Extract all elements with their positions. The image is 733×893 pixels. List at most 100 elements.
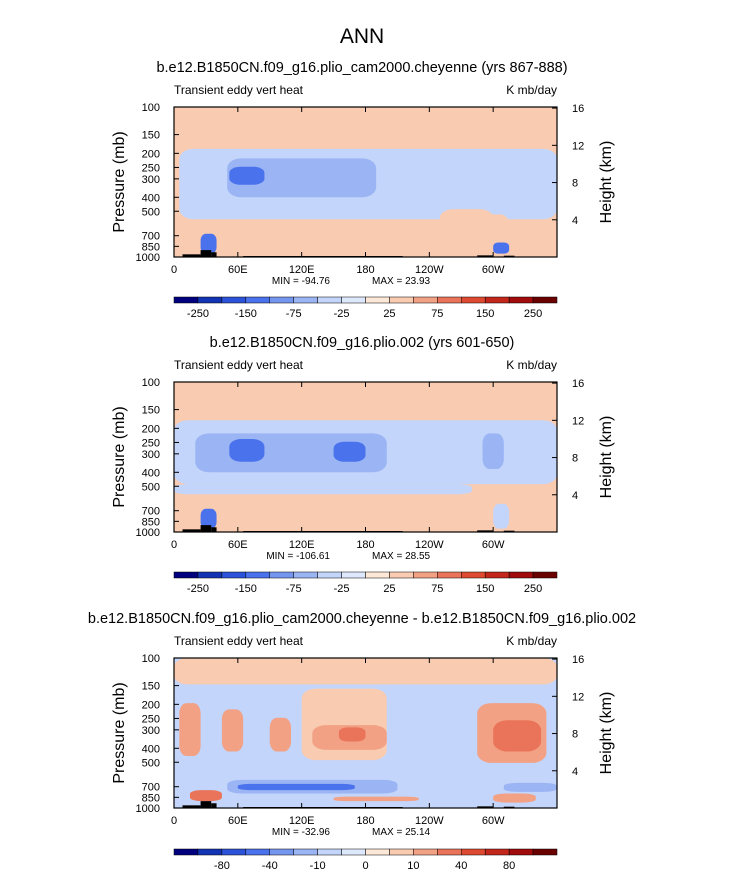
land-mask xyxy=(182,529,201,532)
colorbar-swatch xyxy=(508,296,534,304)
colorbar-swatch xyxy=(173,571,199,579)
colorbar-swatch xyxy=(484,571,510,579)
x-tick-label: 120W xyxy=(415,264,444,276)
contour-region xyxy=(493,720,542,752)
y-tick-label: 200 xyxy=(142,699,160,711)
x-tick-label: 60E xyxy=(228,815,248,827)
y-tick-label: 1000 xyxy=(136,527,160,539)
colorbar-swatch xyxy=(245,296,270,304)
x-tick-label: 120E xyxy=(289,815,315,827)
y-tick-label: 300 xyxy=(142,725,160,737)
x-tick-label: 0 xyxy=(171,264,177,276)
contour-region xyxy=(221,709,244,752)
colorbar-label: -250 xyxy=(187,308,209,320)
y2-axis-title: Height (km) xyxy=(598,692,615,775)
land-mask xyxy=(182,254,201,257)
colorbar-label: 25 xyxy=(383,583,395,595)
colorbar-label: -80 xyxy=(214,860,230,872)
x-tick-label: 0 xyxy=(171,815,177,827)
colorbar-swatch xyxy=(461,848,486,856)
colorbar-swatch xyxy=(413,848,438,856)
panel-title: b.e12.B1850CN.f09_g16.plio_cam2000.cheye… xyxy=(156,60,567,76)
contour-region xyxy=(227,158,377,198)
colorbar-swatch xyxy=(197,296,223,304)
units-label: K mb/day xyxy=(506,634,557,648)
y-tick-label: 850 xyxy=(142,241,160,253)
y-tick-label: 400 xyxy=(142,467,160,479)
y-tick-label: 150 xyxy=(142,681,160,693)
colorbar-swatch xyxy=(221,848,247,856)
land-mask xyxy=(182,805,201,808)
y-tick-label: 400 xyxy=(142,743,160,755)
colorbar-swatch xyxy=(317,296,342,304)
contour-region xyxy=(493,503,510,529)
y2-tick-label: 4 xyxy=(572,490,578,502)
land-mask xyxy=(503,255,515,257)
y2-tick-label: 4 xyxy=(572,215,578,227)
x-tick-label: 180 xyxy=(356,539,374,551)
contour-region xyxy=(229,166,265,185)
colorbar-swatch xyxy=(197,848,223,856)
y-axis-title: Pressure (mb) xyxy=(111,682,128,783)
colorbar-label: -25 xyxy=(334,583,350,595)
colorbar-label: 75 xyxy=(431,308,443,320)
contour-region xyxy=(200,233,217,254)
contour-region xyxy=(333,233,430,251)
colorbar-swatch xyxy=(365,848,390,856)
colorbar-swatch xyxy=(437,848,462,856)
min-label: MIN = -32.96 xyxy=(272,827,331,838)
y2-tick-label: 12 xyxy=(572,691,584,703)
colorbar-swatch xyxy=(389,296,414,304)
colorbar-swatch xyxy=(341,848,366,856)
land-mask xyxy=(200,801,212,808)
colorbar-label: 25 xyxy=(383,308,395,320)
colorbar-swatch xyxy=(532,848,558,856)
y-tick-label: 400 xyxy=(142,192,160,204)
variable-label: Transient eddy vert heat xyxy=(174,83,304,97)
contour-region xyxy=(333,441,366,462)
colorbar-label: -150 xyxy=(235,583,257,595)
colorbar-label: 75 xyxy=(431,583,443,595)
land-mask xyxy=(503,806,515,808)
colorbar-swatch xyxy=(532,296,558,304)
min-label: MIN = -106.61 xyxy=(266,551,330,562)
land-mask xyxy=(211,252,217,257)
colorbar-label: -75 xyxy=(286,308,302,320)
y-tick-label: 200 xyxy=(142,423,160,435)
colorbar-label: 250 xyxy=(524,308,542,320)
min-label: MIN = -94.76 xyxy=(272,276,331,287)
y-tick-label: 1000 xyxy=(136,803,160,815)
colorbar-swatch xyxy=(221,571,247,579)
land-mask xyxy=(477,806,494,808)
contour-region xyxy=(503,782,557,792)
colorbar-swatch xyxy=(269,848,294,856)
x-tick-label: 60W xyxy=(482,264,505,276)
y-tick-label: 300 xyxy=(142,449,160,461)
y-tick-label: 100 xyxy=(142,102,160,114)
colorbar-label: -25 xyxy=(334,308,350,320)
colorbar-swatch xyxy=(461,296,486,304)
contour-region xyxy=(493,793,536,803)
colorbar-swatch xyxy=(365,296,390,304)
y-tick-label: 700 xyxy=(142,506,160,518)
colorbar-swatch xyxy=(245,571,270,579)
y-tick-label: 200 xyxy=(142,148,160,160)
colorbar-swatch xyxy=(437,296,462,304)
max-label: MAX = 25.14 xyxy=(372,827,431,838)
colorbar-swatch xyxy=(197,571,223,579)
contour-region xyxy=(333,796,419,802)
y2-tick-label: 16 xyxy=(572,654,584,666)
x-tick-label: 120E xyxy=(289,264,315,276)
contour-region xyxy=(237,783,355,791)
y-tick-label: 100 xyxy=(142,377,160,389)
colorbar-swatch xyxy=(508,571,534,579)
contour-region xyxy=(200,508,217,529)
colorbar-swatch xyxy=(484,848,510,856)
colorbar-swatch xyxy=(437,571,462,579)
land-mask xyxy=(200,525,212,532)
colorbar-swatch xyxy=(293,848,318,856)
colorbar-label: -150 xyxy=(235,308,257,320)
y-tick-label: 700 xyxy=(142,231,160,243)
land-mask xyxy=(200,250,212,257)
